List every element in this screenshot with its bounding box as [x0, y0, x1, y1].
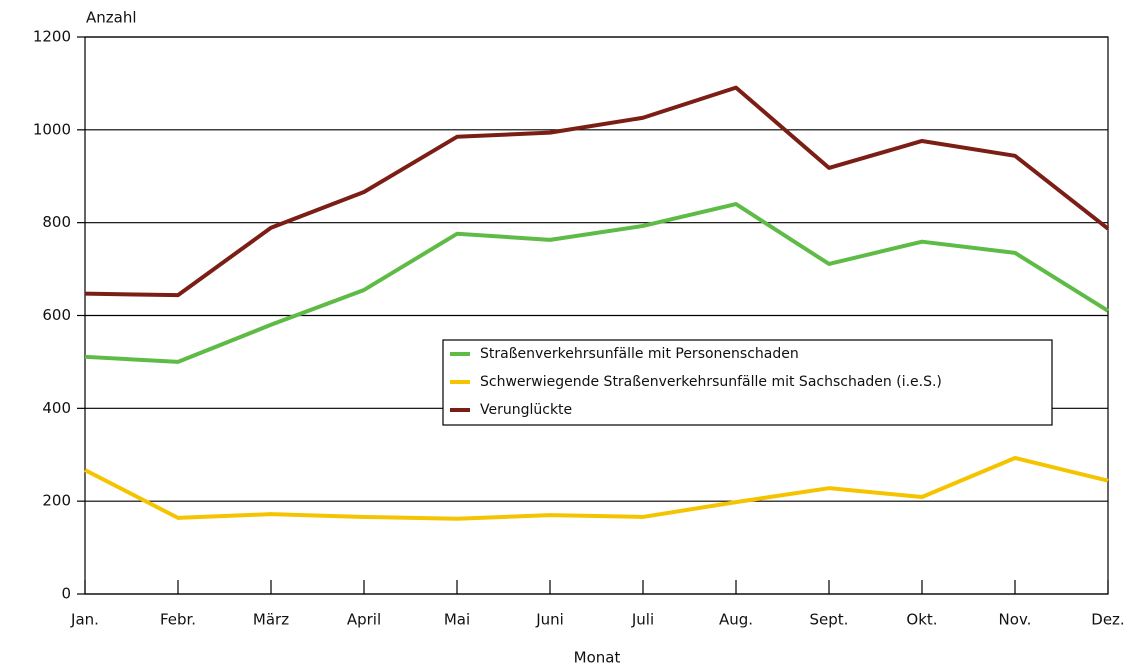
legend-label: Straßenverkehrsunfälle mit Personenschad…: [480, 346, 799, 362]
x-tick-label: Juni: [535, 611, 564, 629]
x-tick-label: Okt.: [906, 611, 937, 629]
y-tick-label: 600: [42, 306, 71, 324]
legend: Straßenverkehrsunfälle mit Personenschad…: [442, 339, 1053, 426]
y-axis-label: Anzahl: [86, 9, 137, 27]
data-line: [84, 202, 1110, 364]
plot-frame: [84, 36, 1109, 595]
legend-label: Schwerwiegende Straßenverkehrsunfälle mi…: [480, 374, 942, 390]
data-line: [84, 85, 1110, 298]
x-tick-label: März: [253, 611, 289, 629]
y-tick-label: 1000: [33, 120, 71, 138]
x-tick-label: Jan.: [70, 611, 99, 629]
data-line: [84, 455, 1109, 521]
x-tick-label: Aug.: [719, 611, 753, 629]
x-tick-label: Nov.: [999, 611, 1032, 629]
y-tick-label: 0: [61, 585, 71, 603]
x-tick-label: Juli: [631, 611, 654, 629]
y-tick-label: 200: [42, 492, 71, 510]
x-tick-label: April: [347, 611, 381, 629]
y-tick-label: 1200: [33, 28, 71, 46]
legend-label: Verunglückte: [480, 402, 572, 418]
x-axis-label: Monat: [574, 649, 621, 667]
x-tick-label: Mai: [444, 611, 470, 629]
x-tick-label: Sept.: [810, 611, 849, 629]
legend-box: [442, 339, 1053, 426]
x-tick-label: Dez.: [1091, 611, 1124, 629]
y-tick-label: 800: [42, 213, 71, 231]
x-tick-label: Febr.: [160, 611, 196, 629]
y-tick-label: 400: [42, 399, 71, 417]
